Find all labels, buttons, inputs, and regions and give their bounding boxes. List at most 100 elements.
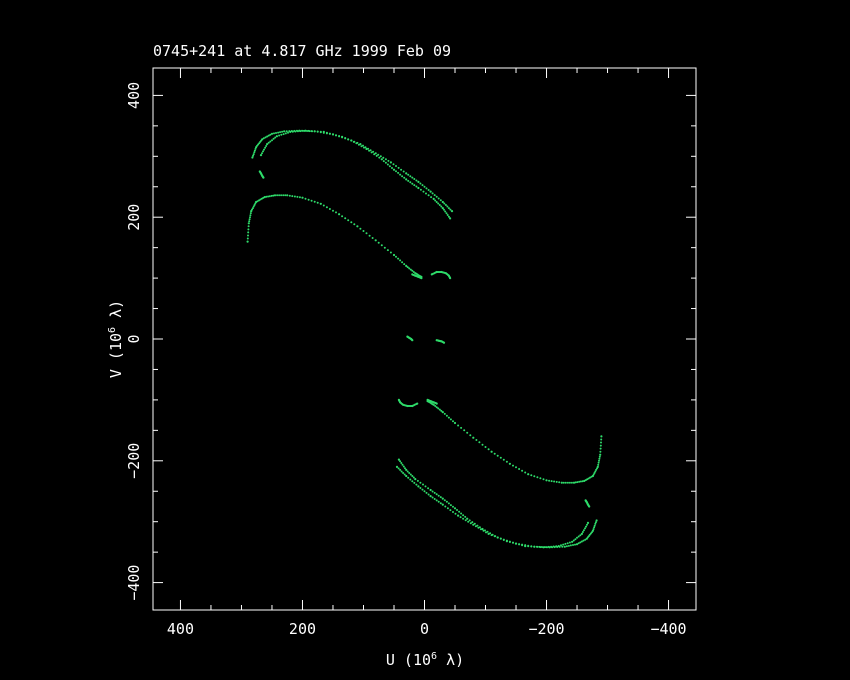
uv-point xyxy=(291,195,294,198)
uv-point xyxy=(322,204,325,207)
uv-point xyxy=(392,168,396,171)
uv-point xyxy=(579,534,582,537)
uv-point xyxy=(445,500,448,503)
uv-point xyxy=(372,150,375,153)
uv-point xyxy=(408,472,411,474)
uv-point xyxy=(441,200,444,204)
uv-point xyxy=(536,545,539,548)
uv-point xyxy=(424,485,427,488)
uv-point xyxy=(533,545,536,548)
uv-point xyxy=(391,167,393,169)
uv-point xyxy=(459,516,462,519)
uv-point xyxy=(422,483,424,486)
uv-point xyxy=(433,498,436,500)
uv-point xyxy=(449,277,452,280)
uv-point xyxy=(564,542,567,545)
uv-point xyxy=(600,441,602,444)
uv-point xyxy=(427,487,430,490)
uv-point xyxy=(446,205,449,208)
uv-point xyxy=(467,520,470,523)
uv-point xyxy=(374,152,377,155)
uv-point xyxy=(319,130,322,133)
uv-point xyxy=(481,443,484,446)
uv-point xyxy=(411,480,414,483)
uv-point xyxy=(249,216,251,219)
uv-point xyxy=(443,412,446,415)
uv-point xyxy=(284,194,287,197)
uv-point xyxy=(265,195,268,198)
uv-point xyxy=(347,219,350,222)
uv-point xyxy=(271,139,273,142)
uv-point xyxy=(332,133,334,136)
uv-point xyxy=(338,135,341,137)
uv-point xyxy=(477,526,480,529)
uv-point xyxy=(437,407,440,410)
uv-point xyxy=(434,405,437,407)
uv-point xyxy=(400,462,403,464)
uv-point xyxy=(268,195,271,198)
uv-point xyxy=(359,143,362,146)
uv-point xyxy=(246,240,249,243)
uv-point xyxy=(600,435,603,438)
uv-point xyxy=(555,480,558,483)
uv-point xyxy=(443,202,446,205)
uv-point xyxy=(291,130,294,133)
uv-point xyxy=(592,528,595,531)
uv-point xyxy=(456,509,458,511)
uv-point xyxy=(437,202,440,205)
plot-frame xyxy=(152,67,697,611)
uv-point xyxy=(267,134,270,137)
uv-point xyxy=(558,481,561,484)
uv-point xyxy=(552,545,555,548)
uv-point xyxy=(411,339,414,342)
uv-point xyxy=(262,150,264,153)
uv-point xyxy=(399,259,402,262)
uv-point xyxy=(460,512,463,515)
uv-point xyxy=(369,149,372,152)
uv-point xyxy=(490,534,493,537)
uv-point xyxy=(435,406,438,409)
uv-point xyxy=(589,532,592,535)
y-axis-label: V (106 λ) xyxy=(107,300,125,378)
uv-point xyxy=(548,479,551,482)
uv-point xyxy=(282,133,285,136)
uv-point xyxy=(446,214,449,216)
uv-point xyxy=(584,527,586,530)
uv-point xyxy=(460,426,463,429)
uv-point xyxy=(576,481,579,484)
uv-point xyxy=(435,493,438,496)
uv-point xyxy=(285,130,288,133)
uv-point xyxy=(368,234,371,237)
uv-point xyxy=(449,509,452,512)
uv-point xyxy=(550,545,553,548)
uv-point xyxy=(566,542,569,545)
uv-point xyxy=(414,478,417,481)
uv-point xyxy=(379,155,382,158)
uv-point xyxy=(407,173,410,176)
uv-point xyxy=(585,525,587,528)
uv-point xyxy=(251,156,254,159)
uv-point xyxy=(253,204,256,206)
uv-point xyxy=(416,479,419,482)
uv-point xyxy=(335,134,337,137)
uv-point xyxy=(440,409,443,412)
uv-point xyxy=(584,499,587,502)
uv-point xyxy=(307,198,310,201)
uv-point xyxy=(267,195,270,198)
uv-point xyxy=(524,471,527,474)
uv-point xyxy=(569,544,572,547)
uv-point xyxy=(487,532,490,536)
uv-point xyxy=(462,514,465,517)
uv-point xyxy=(486,530,489,533)
uv-point xyxy=(442,341,446,344)
uv-point xyxy=(485,531,487,534)
uv-point xyxy=(350,221,353,224)
uv-point xyxy=(600,438,603,441)
uv-point xyxy=(599,450,602,453)
uv-point xyxy=(472,436,475,439)
uv-point xyxy=(431,496,434,499)
uv-point xyxy=(397,166,400,169)
uv-point xyxy=(512,464,514,467)
uv-point xyxy=(344,137,347,139)
uv-point xyxy=(288,194,291,197)
